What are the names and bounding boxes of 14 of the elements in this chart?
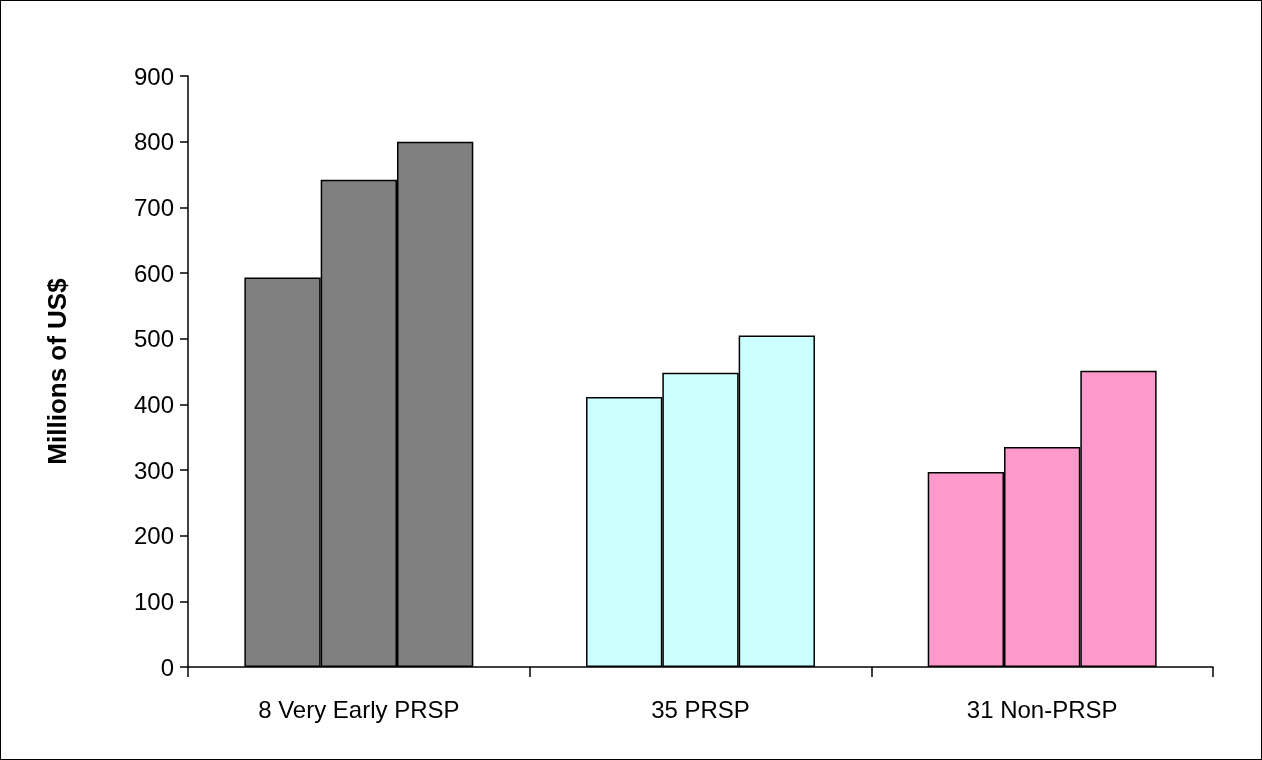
y-tick-label: 800 (133, 128, 174, 156)
y-axis-title: Millions of US$ (42, 277, 72, 465)
x-tick-label: 31 Non-PRSP (966, 695, 1118, 723)
y-tick-label: 200 (133, 522, 174, 550)
y-tick-label: 400 (133, 390, 174, 418)
x-tick-label: 35 PRSP (651, 695, 750, 723)
x-tick-label: 8 Very Early PRSP (258, 695, 460, 723)
y-tick-label: 300 (133, 456, 174, 484)
y-tick-label: 700 (133, 193, 174, 221)
y-tick-label: 500 (133, 325, 174, 353)
y-tick-label: 100 (133, 587, 174, 615)
y-tick-label: 900 (133, 62, 174, 90)
y-tick-label: 600 (133, 259, 174, 287)
y-tick-label: 0 (160, 653, 174, 681)
